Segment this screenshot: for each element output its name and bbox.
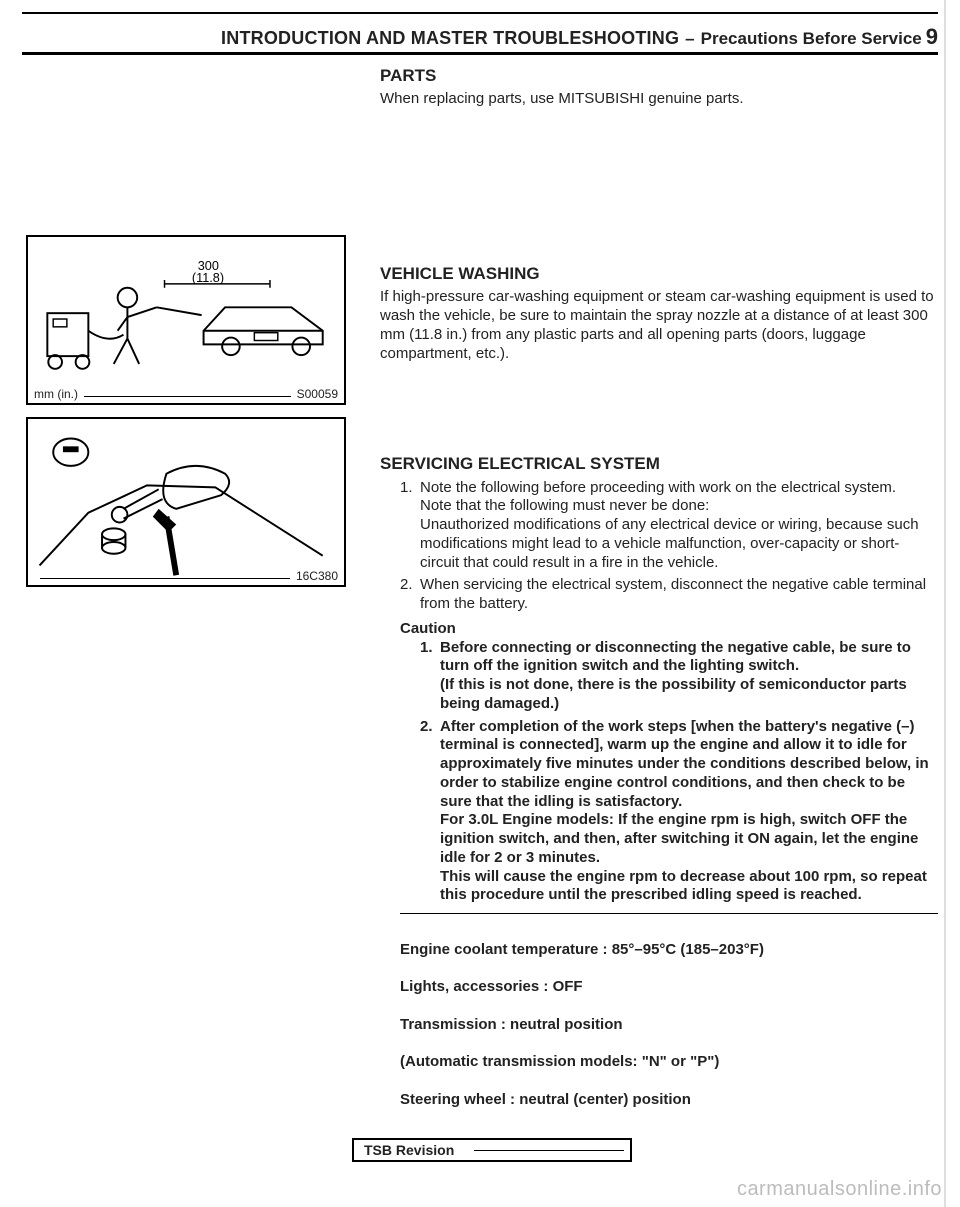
scan-edge (944, 0, 946, 1207)
fig1-code: S00059 (297, 387, 338, 401)
list-text: When servicing the electrical system, di… (420, 576, 938, 614)
divider (400, 913, 938, 914)
caution-title: Caution (400, 620, 938, 639)
parts-text: When replacing parts, use MITSUBISHI gen… (380, 90, 938, 109)
left-column: 300 (11.8) mm (in.) S00059 (22, 65, 352, 1128)
fig2-code: 16C380 (296, 569, 338, 583)
list-text: After completion of the work steps [when… (440, 718, 938, 906)
header-main: INTRODUCTION AND MASTER TROUBLESHOOTING (221, 28, 679, 49)
list-number: 2. (400, 576, 420, 614)
servicing-list: 1. Note the following before proceeding … (380, 479, 938, 614)
tsb-revision-box: TSB Revision (352, 1138, 632, 1162)
header-sub: Precautions Before Service (695, 29, 922, 49)
parts-title: PARTS (380, 65, 938, 86)
condition-line: Steering wheel : neutral (center) positi… (400, 1091, 938, 1110)
list-item: 2. After completion of the work steps [w… (420, 718, 938, 906)
right-column: PARTS When replacing parts, use MITSUBIS… (380, 65, 938, 1128)
list-item: 1. Note the following before proceeding … (400, 479, 938, 573)
header-pagenum: 9 (922, 24, 938, 50)
list-item: 2. When servicing the electrical system,… (400, 576, 938, 614)
servicing-title: SERVICING ELECTRICAL SYSTEM (380, 453, 938, 474)
vehicle-washing-title: VEHICLE WASHING (380, 263, 938, 284)
list-number: 2. (420, 718, 440, 906)
condition-line: Lights, accessories : OFF (400, 978, 938, 997)
condition-line: Engine coolant temperature : 85°–95°C (1… (400, 941, 938, 960)
list-number: 1. (400, 479, 420, 573)
list-item: 1. Before connecting or disconnecting th… (420, 639, 938, 714)
figure-vehicle-washing: 300 (11.8) mm (in.) S00059 (26, 235, 346, 405)
list-text: Before connecting or disconnecting the n… (440, 639, 938, 714)
fig1-unit: mm (in.) (34, 387, 78, 401)
figure-battery-disconnect: 16C380 (26, 417, 346, 587)
vehicle-washing-text: If high-pressure car-washing equipment o… (380, 288, 938, 363)
list-text: Note the following before proceeding wit… (420, 479, 938, 573)
fig1-dim-bot: (11.8) (192, 271, 224, 285)
header-sep: – (679, 29, 694, 49)
watermark: carmanualsonline.info (737, 1178, 942, 1201)
tsb-label: TSB Revision (364, 1142, 454, 1158)
condition-line: (Automatic transmission models: "N" or "… (400, 1053, 938, 1072)
top-rule (22, 12, 938, 14)
caution-list: 1. Before connecting or disconnecting th… (400, 639, 938, 906)
condition-line: Transmission : neutral position (400, 1016, 938, 1035)
page-header: INTRODUCTION AND MASTER TROUBLESHOOTING … (22, 24, 938, 55)
list-number: 1. (420, 639, 440, 714)
